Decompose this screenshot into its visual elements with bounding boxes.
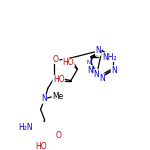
Text: N: N bbox=[111, 66, 117, 75]
Text: N: N bbox=[87, 60, 91, 65]
Text: N: N bbox=[94, 70, 99, 79]
Text: N: N bbox=[99, 74, 105, 83]
Text: HO: HO bbox=[63, 58, 74, 67]
Text: O: O bbox=[56, 131, 62, 140]
Text: Me: Me bbox=[52, 92, 63, 101]
Text: HO: HO bbox=[35, 142, 46, 150]
Text: N: N bbox=[41, 94, 47, 103]
Text: O: O bbox=[53, 55, 59, 64]
Text: H₂N: H₂N bbox=[19, 123, 33, 132]
Text: N: N bbox=[95, 46, 101, 55]
Text: NH₂: NH₂ bbox=[102, 52, 117, 62]
Text: HO: HO bbox=[53, 75, 64, 84]
Text: N: N bbox=[87, 66, 93, 75]
